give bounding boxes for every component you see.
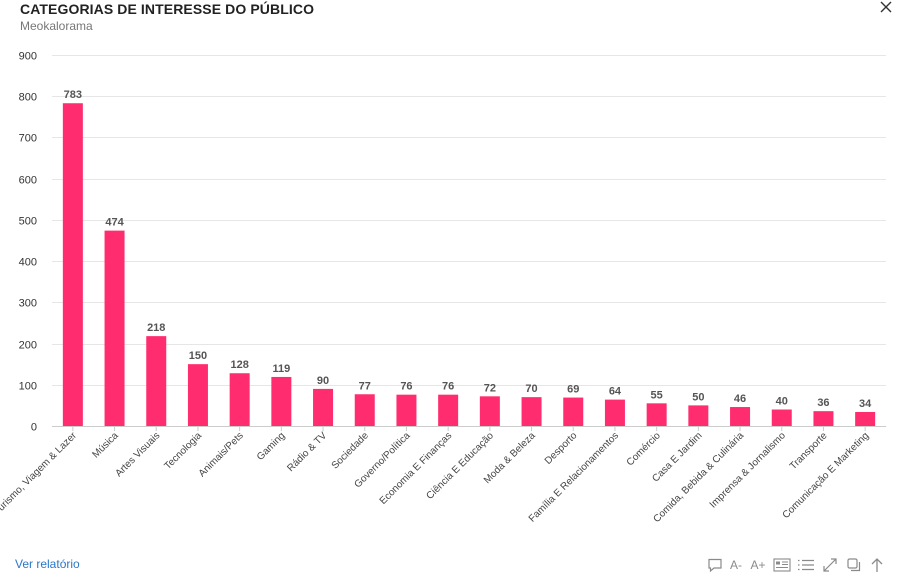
data-label: 72: [484, 382, 496, 394]
bar[interactable]: [730, 407, 751, 426]
bar[interactable]: [855, 411, 876, 426]
bar[interactable]: [146, 336, 167, 426]
x-tick-label: Tecnologia: [162, 430, 204, 472]
bar[interactable]: [604, 399, 625, 426]
data-label: 90: [317, 375, 329, 387]
x-tick-label: Sociedade: [330, 430, 372, 472]
x-tick-label: Gaming: [255, 430, 288, 463]
data-label: 70: [525, 383, 537, 395]
expand-icon[interactable]: [818, 555, 842, 575]
chart-subtitle: Meokalorama: [20, 19, 93, 33]
data-label: 76: [442, 381, 454, 393]
copy-icon[interactable]: [842, 555, 866, 575]
x-tick-label: Artes Visuais: [113, 430, 162, 479]
data-label: 36: [817, 397, 829, 409]
y-tick-label: 500: [19, 216, 37, 228]
data-label: 218: [147, 322, 165, 334]
bar[interactable]: [396, 394, 417, 426]
card-view-icon[interactable]: [770, 555, 794, 575]
font-decrease-icon[interactable]: A-: [730, 558, 742, 572]
arrow-up-icon[interactable]: [866, 555, 888, 575]
x-tick-label: Imprensa & Jornalismo: [708, 430, 788, 510]
y-tick-label: 0: [31, 422, 37, 434]
chart-toolbar: A- A+: [704, 555, 888, 575]
x-tick-label: Música: [90, 430, 120, 460]
data-label: 76: [400, 381, 412, 393]
y-tick-label: 400: [19, 257, 37, 269]
data-label: 474: [105, 217, 124, 229]
x-tick-label: Economia E Finanças: [378, 430, 455, 507]
data-label: 40: [776, 396, 788, 408]
y-tick-label: 300: [19, 298, 37, 310]
data-label: 69: [567, 384, 579, 396]
x-tick-label: Transporte: [788, 430, 830, 472]
bar[interactable]: [479, 396, 500, 426]
close-icon[interactable]: [876, 0, 896, 19]
bar[interactable]: [354, 394, 375, 426]
list-view-icon[interactable]: [794, 555, 818, 575]
bar[interactable]: [104, 230, 125, 426]
bar[interactable]: [438, 394, 459, 426]
x-tick-label: Família E Relacionamentos: [527, 430, 621, 524]
bar[interactable]: [563, 397, 584, 426]
x-tick-label: Desporto: [543, 430, 580, 467]
bar[interactable]: [813, 411, 834, 426]
x-tick-label: Comunicação E Marketing: [781, 430, 872, 521]
data-label: 150: [189, 350, 207, 362]
y-tick-label: 200: [19, 340, 37, 352]
data-label: 34: [859, 398, 872, 410]
x-tick-label: Comércio: [625, 430, 663, 468]
y-tick-label: 100: [19, 381, 37, 393]
data-label: 55: [651, 389, 663, 401]
data-label: 77: [359, 380, 371, 392]
data-label: 64: [609, 386, 622, 398]
bar-chart: 0 100 200 300 400 500 600 700 800 900 783 474 218 15…: [0, 51, 886, 525]
font-increase-icon[interactable]: A+: [750, 558, 766, 572]
data-label: 50: [692, 391, 704, 403]
bar[interactable]: [688, 405, 709, 426]
y-tick-label: 800: [19, 92, 37, 104]
y-tick-label: 600: [19, 175, 37, 187]
bar[interactable]: [187, 364, 208, 426]
x-tick-label: Rádio & TV: [285, 430, 329, 474]
data-label: 783: [64, 89, 82, 101]
x-tick-label: Turismo, Viagem & Lazer: [0, 430, 79, 518]
comment-icon[interactable]: [704, 555, 726, 575]
bar[interactable]: [646, 403, 667, 426]
bar[interactable]: [521, 397, 542, 426]
x-tick-label: Animais/Pets: [197, 430, 246, 479]
bar[interactable]: [271, 376, 292, 426]
bar[interactable]: [229, 373, 250, 426]
data-label: 46: [734, 393, 746, 405]
data-label: 128: [230, 359, 248, 371]
y-tick-label: 900: [19, 51, 37, 63]
bar[interactable]: [62, 103, 83, 426]
bar[interactable]: [771, 409, 792, 426]
y-tick-label: 700: [19, 133, 37, 145]
bar[interactable]: [313, 388, 334, 426]
view-report-link[interactable]: Ver relatório: [15, 557, 80, 571]
chart-title: CATEGORIAS DE INTERESSE DO PÚBLICO: [20, 1, 315, 17]
data-label: 119: [272, 363, 290, 375]
